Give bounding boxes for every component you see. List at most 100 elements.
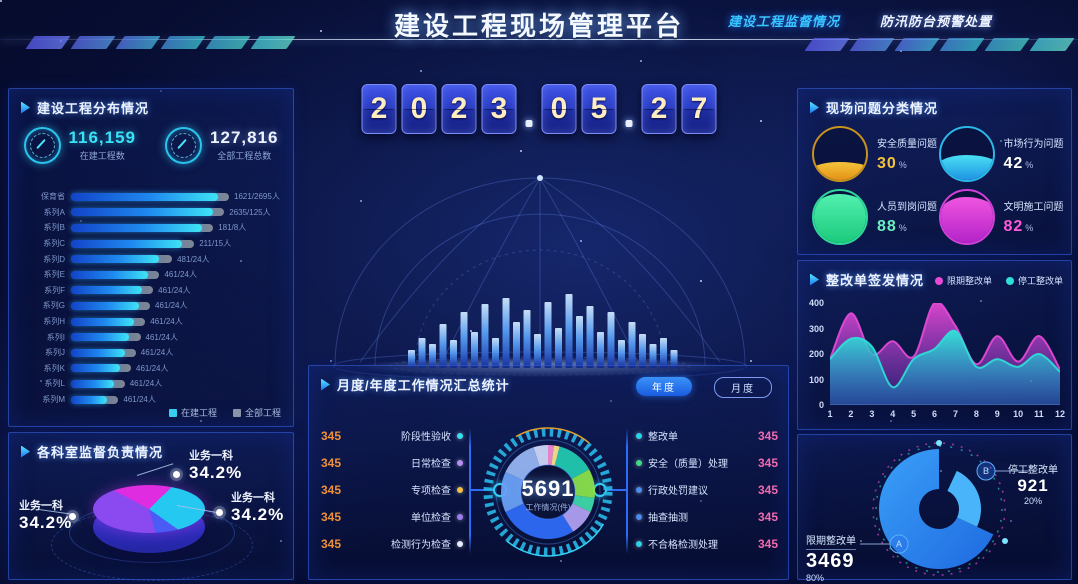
stat-texts: 127,816 全部工程总数 xyxy=(210,129,278,162)
summary-right-item: 抽查抽测 345 xyxy=(636,503,778,530)
panel-title-text: 建设工程分布情况 xyxy=(37,101,150,116)
city-dome-visual xyxy=(332,175,748,378)
callout-value: 921 xyxy=(1017,476,1049,495)
bar-track xyxy=(71,348,136,357)
date-digit: 2 xyxy=(361,84,397,134)
item-value: 345 xyxy=(321,428,342,443)
problem-texts: 市场行为问题 42% xyxy=(1004,135,1064,173)
nav-link-1[interactable]: 防汛防台预警处置 xyxy=(879,14,992,29)
distribution-legend: 在建工程 全部工程 xyxy=(168,406,281,419)
item-label: 不合格检测处理 xyxy=(648,540,718,551)
bar-fill xyxy=(71,364,120,373)
donut-callout-deadline: 限期整改单 3469 80% xyxy=(806,531,892,583)
bar-value: 461/24人 xyxy=(145,332,178,342)
bar-label: 系列I xyxy=(46,332,65,342)
bar-row: 系列B 181/8人 xyxy=(19,220,287,236)
slice-percent: 34.2% xyxy=(189,463,243,482)
bar-value: 461/24人 xyxy=(123,395,156,405)
x-tick: 2 xyxy=(848,409,854,419)
panel-problems-title: 现场问题分类情况 xyxy=(798,89,1071,117)
decor-bars-right xyxy=(804,38,1075,51)
legend-item[interactable]: 停工整改单 xyxy=(1005,274,1063,287)
date-digit: 3 xyxy=(481,84,517,134)
liquid-fill xyxy=(814,161,866,181)
legend-item[interactable]: 在建工程 xyxy=(168,406,217,419)
bar-fill xyxy=(71,255,160,264)
problem-texts: 文明施工问题 82% xyxy=(1004,198,1064,236)
legend-label: 全部工程 xyxy=(244,408,281,418)
svg-text:A: A xyxy=(896,539,902,549)
bar-track xyxy=(71,333,141,342)
problem-texts: 人员到岗问题 88% xyxy=(877,198,937,236)
item-value: 345 xyxy=(321,509,342,524)
item-dot xyxy=(636,513,642,520)
legend-item[interactable]: 限期整改单 xyxy=(934,274,992,287)
problem-item: 人员到岗问题 88% xyxy=(812,186,939,249)
date-digit: 5 xyxy=(581,84,617,134)
summary-right-item: 不合格检测处理 345 xyxy=(636,530,778,557)
bar-value: 461/24人 xyxy=(155,301,188,311)
x-tick: 12 xyxy=(1055,409,1066,419)
date-digit: 0 xyxy=(541,84,577,134)
bar-track xyxy=(71,317,146,326)
bar-fill xyxy=(71,395,108,404)
bar-fill xyxy=(71,317,135,326)
issuance-legend: 限期整改单 停工整改单 xyxy=(934,274,1063,287)
x-tick: 4 xyxy=(890,409,896,419)
bar-label: 系列J xyxy=(45,348,65,358)
liquid-fill xyxy=(940,155,993,181)
date-separator-dot xyxy=(525,120,533,127)
callout-label: 停工整改单 xyxy=(1008,465,1058,476)
y-tick: 0 xyxy=(818,400,824,410)
pie-callout: 业务一科 34.2% xyxy=(189,447,242,483)
item-value: 345 xyxy=(757,482,778,497)
title-arrow-icon xyxy=(810,101,819,114)
donut-rose-chart: BA xyxy=(860,440,1030,576)
nav-link-0[interactable]: 建设工程监督情况 xyxy=(727,14,840,29)
legend-item[interactable]: 全部工程 xyxy=(232,406,281,419)
panel-title-text: 现场问题分类情况 xyxy=(826,101,939,116)
callout-label: 限期整改单 xyxy=(806,532,856,550)
item-dot xyxy=(457,540,463,547)
liquid-fill xyxy=(814,194,866,243)
bar-fill xyxy=(71,379,114,388)
item-value: 345 xyxy=(757,536,778,551)
item-dot xyxy=(636,432,642,439)
stat-value: 116,159 xyxy=(68,128,137,147)
bar-label: 系列C xyxy=(43,239,65,249)
percent-sign: % xyxy=(1025,222,1034,233)
pie-top xyxy=(93,485,205,533)
bar-row: 系列L 461/24人 xyxy=(19,376,287,392)
item-label: 专项检查 xyxy=(411,486,451,497)
pie-callout-dot xyxy=(173,471,180,478)
pie-callout-line xyxy=(136,463,174,476)
bar-row: 系列D 481/24人 xyxy=(19,251,287,267)
panel-problems: 现场问题分类情况 安全质量问题 30% 市场行为问题 42% 人员到岗问题 88% 文明施工… xyxy=(797,88,1072,255)
bar-label: 系列F xyxy=(44,285,65,295)
summary-left-item: 345 专项检查 xyxy=(321,476,463,503)
slice-percent: 34.2% xyxy=(231,505,285,524)
stat-label: 全部工程总数 xyxy=(217,151,272,161)
gauge-needle xyxy=(177,138,187,150)
item-dot xyxy=(636,540,642,547)
summary-gauge-chart: 5691 工作情况(件) xyxy=(480,424,616,560)
year-toggle-button[interactable]: 年度 xyxy=(636,377,692,396)
panel-departments-title: 各科室监督负责情况 xyxy=(9,433,293,461)
slice-label: 业务一科 xyxy=(19,500,63,512)
month-toggle-button[interactable]: 月度 xyxy=(714,377,772,398)
bar-label: 保育省 xyxy=(41,192,65,202)
bar-track xyxy=(71,286,154,295)
liquid-gauge xyxy=(812,126,868,183)
bar-label: 系列E xyxy=(43,270,65,280)
panel-title-text: 月度/年度工作情况汇总统计 xyxy=(337,378,510,393)
item-dot xyxy=(457,432,463,439)
summary-right-item: 整改单 345 xyxy=(636,422,778,449)
item-value: 345 xyxy=(321,482,342,497)
y-tick: 200 xyxy=(808,349,824,359)
bar-row: 系列F 461/24人 xyxy=(19,283,287,299)
distribution-stats: 116,159 在建工程数 127,816 全部工程总数 xyxy=(9,127,293,164)
x-tick: 9 xyxy=(994,409,1000,419)
y-tick: 300 xyxy=(808,323,824,334)
item-label: 整改单 xyxy=(648,432,678,443)
bar-label: 系列L xyxy=(44,379,65,389)
